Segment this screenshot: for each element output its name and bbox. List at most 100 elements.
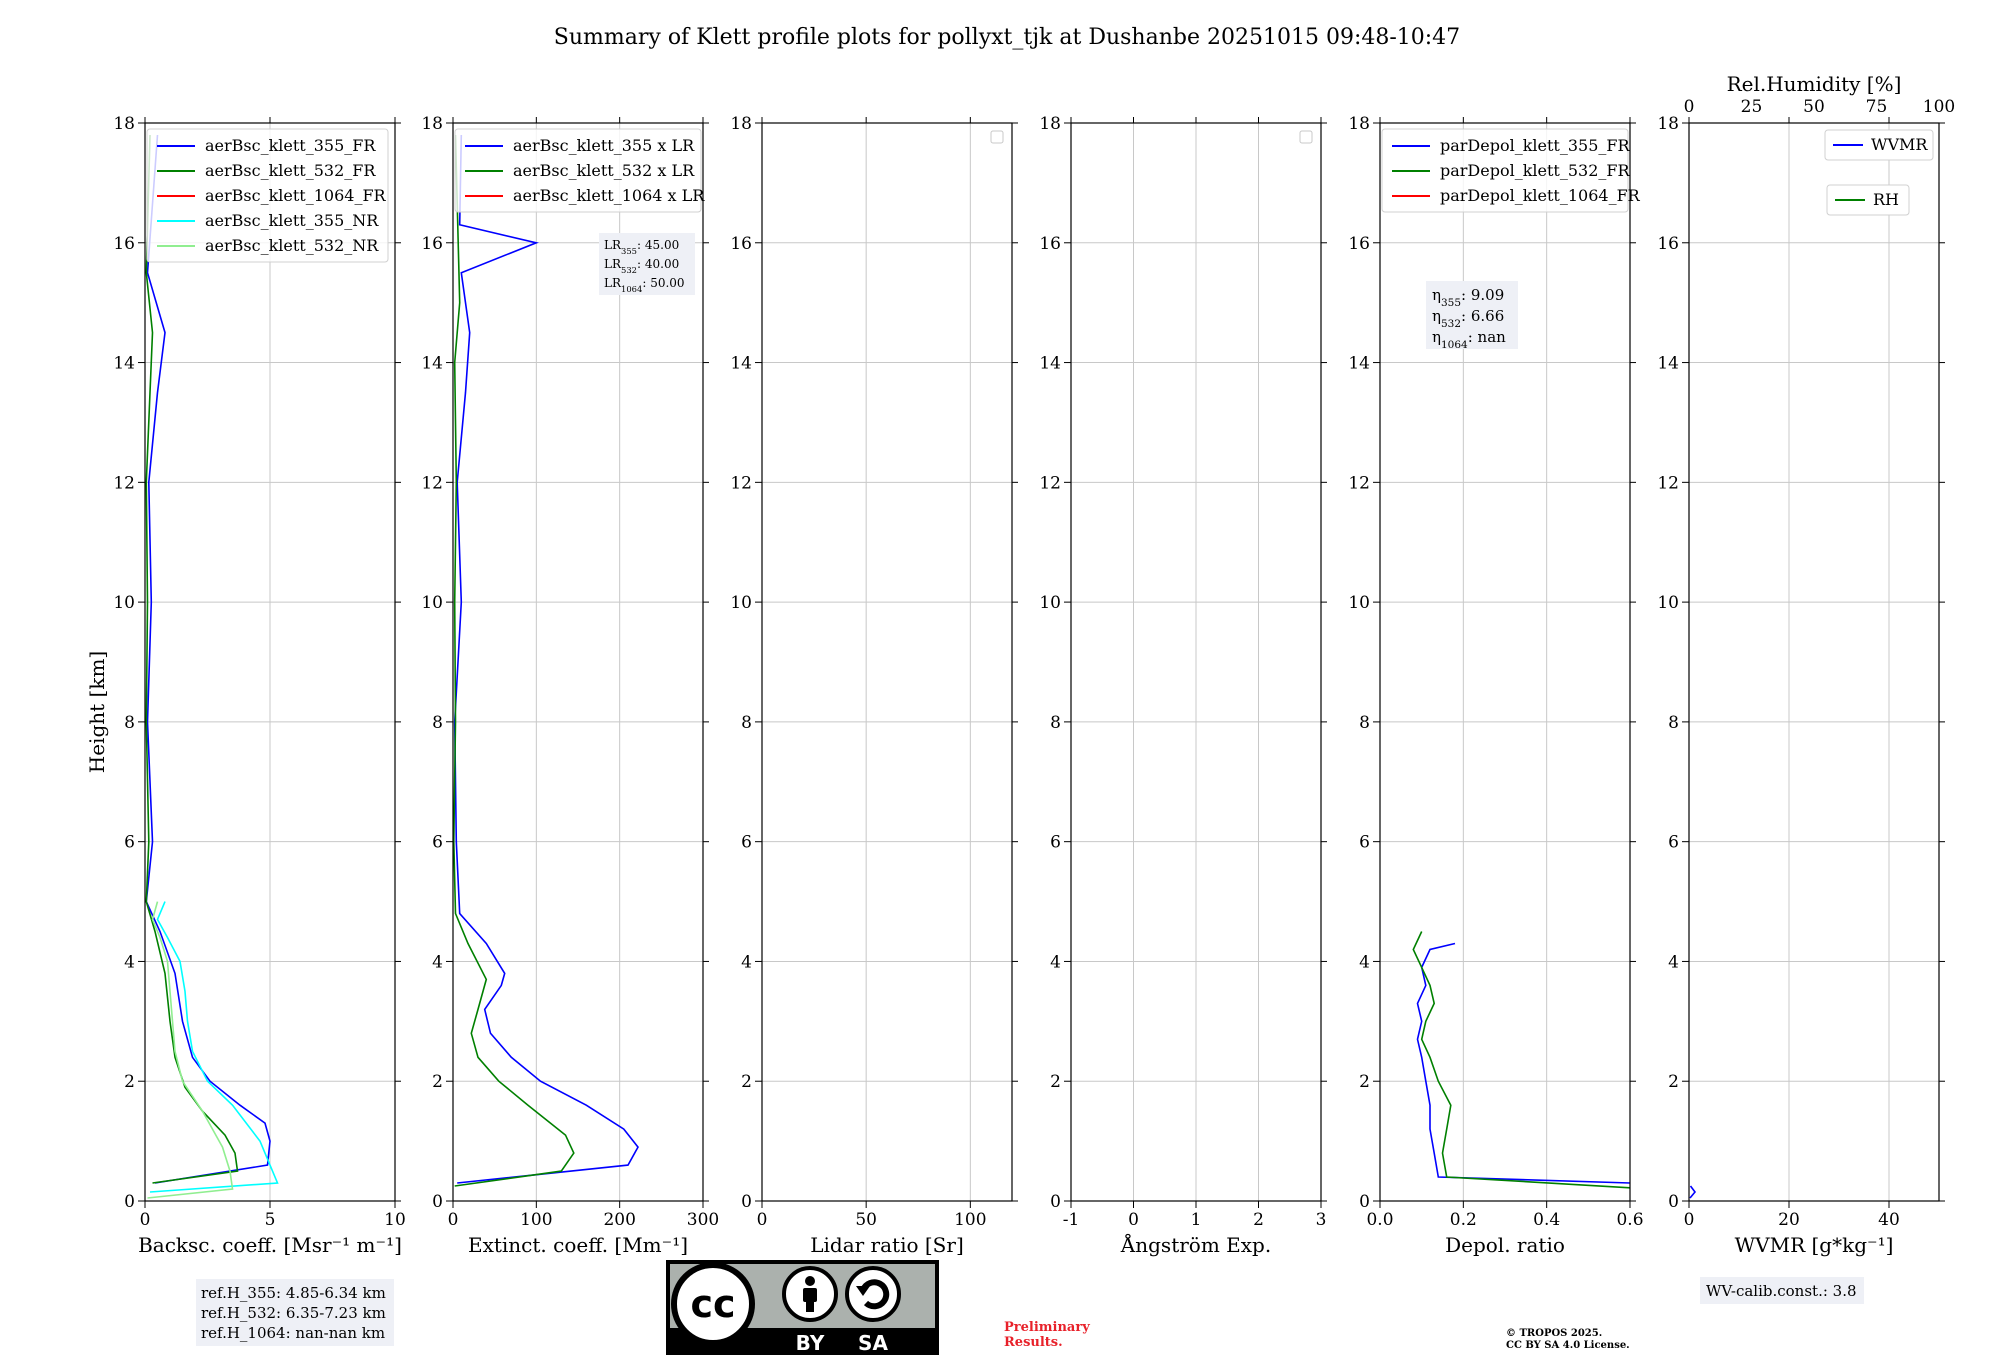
y-tick-label: 10 bbox=[730, 593, 752, 613]
y-tick-label: 16 bbox=[421, 234, 443, 254]
x-axis-label: Backsc. coeff. [Msr⁻¹ m⁻¹] bbox=[138, 1233, 402, 1257]
x-axis-label: Extinct. coeff. [Mm⁻¹] bbox=[468, 1233, 688, 1257]
x-tick-label: 300 bbox=[687, 1210, 719, 1230]
legend-box bbox=[454, 128, 702, 213]
axes-frame bbox=[1379, 122, 1631, 1202]
sa-label: SA bbox=[858, 1331, 888, 1355]
y-tick-label: 2 bbox=[1359, 1072, 1370, 1092]
legend-label: aerBsc_klett_355 x LR bbox=[513, 136, 695, 155]
x-axis-label: WVMR [g*kg⁻¹] bbox=[1735, 1233, 1894, 1257]
ref-height-1064: ref.H_1064: nan-nan km bbox=[201, 1324, 385, 1342]
cc-glyph: cc bbox=[690, 1282, 735, 1326]
legend-label: aerBsc_klett_532 x LR bbox=[513, 161, 695, 180]
panel-backscatter: 0 5 10 Backsc. coeff. [Msr⁻¹ m⁻¹] 0 2 4 6 8 10 12 1… bbox=[113, 114, 405, 1257]
x-tick-label: 200 bbox=[603, 1210, 635, 1230]
legend-label: aerBsc_klett_532_NR bbox=[205, 236, 379, 255]
x-axis-label: Lidar ratio [Sr] bbox=[810, 1233, 964, 1257]
x-tick-label: 5 bbox=[265, 1210, 276, 1230]
y-tick-label: 4 bbox=[1668, 952, 1679, 972]
y-tick-label: 14 bbox=[421, 354, 443, 374]
x-tick-label: 2 bbox=[1253, 1210, 1264, 1230]
x-tick-label: 0.4 bbox=[1533, 1210, 1560, 1230]
x-tick-label: 0 bbox=[1128, 1210, 1139, 1230]
y-tick-label: 6 bbox=[1359, 833, 1370, 853]
y-tick-label: 4 bbox=[1050, 952, 1061, 972]
x-tick-label: 3 bbox=[1316, 1210, 1327, 1230]
cc-license-logo: cc BY SA bbox=[666, 1260, 939, 1355]
y-tick-label: 2 bbox=[1668, 1072, 1679, 1092]
y-tick-label: 6 bbox=[124, 833, 135, 853]
y-tick-label: 18 bbox=[1039, 114, 1061, 134]
copyright-line-2: CC BY SA 4.0 License. bbox=[1506, 1340, 1630, 1351]
cc-icon bbox=[671, 1262, 755, 1346]
series-line-aerBsc_klett_355_FR bbox=[145, 134, 271, 1184]
x-axis-label: Ångström Exp. bbox=[1120, 1232, 1271, 1257]
series-line-aerBsc_klett_355_NR bbox=[149, 901, 279, 1193]
y-tick-label: 2 bbox=[432, 1072, 443, 1092]
y-tick-label: 2 bbox=[1050, 1072, 1061, 1092]
y-tick-label: 18 bbox=[113, 114, 135, 134]
legend-box bbox=[1824, 129, 1934, 161]
wv-calib-box: WV-calib.const.: 3.8 bbox=[1700, 1277, 1864, 1304]
axes-frame bbox=[1688, 122, 1940, 1202]
y-tick-label: 16 bbox=[1348, 234, 1370, 254]
y-tick-label: 12 bbox=[1657, 473, 1679, 493]
y-tick-label: 6 bbox=[432, 833, 443, 853]
eta-value: η1064: nan bbox=[1432, 328, 1506, 351]
by-label: BY bbox=[796, 1331, 825, 1355]
x-tick-label: 0.6 bbox=[1616, 1210, 1643, 1230]
legend-label: RH bbox=[1873, 190, 1899, 209]
y-tick-label: 8 bbox=[741, 713, 752, 733]
empty-legend-box bbox=[1299, 130, 1313, 144]
panel-lidar_ratio: 0 50 100 Lidar ratio [Sr] 0 2 4 6 8 10 12 14 16 18 bbox=[730, 114, 1018, 1257]
x-tick-label: -1 bbox=[1063, 1210, 1080, 1230]
legend-label: WVMR bbox=[1871, 135, 1928, 154]
top-x-axis-label: Rel.Humidity [%] bbox=[1727, 72, 1902, 96]
preliminary-label-1: Preliminary bbox=[1004, 1320, 1090, 1335]
y-tick-label: 2 bbox=[124, 1072, 135, 1092]
y-tick-label: 14 bbox=[1348, 354, 1370, 374]
preliminary-label-2: Results. bbox=[1004, 1335, 1063, 1350]
y-tick-label: 18 bbox=[421, 114, 443, 134]
sa-share-icon bbox=[845, 1266, 901, 1322]
y-tick-label: 8 bbox=[124, 713, 135, 733]
eta-box bbox=[1426, 281, 1518, 349]
y-tick-label: 18 bbox=[1657, 114, 1679, 134]
y-tick-label: 14 bbox=[113, 354, 135, 374]
y-tick-label: 10 bbox=[113, 593, 135, 613]
chart-title: Summary of Klett profile plots for polly… bbox=[554, 25, 1460, 50]
y-tick-label: 18 bbox=[730, 114, 752, 134]
legend-label: aerBsc_klett_1064 x LR bbox=[513, 186, 705, 205]
top-x-tick-label: 100 bbox=[1923, 97, 1955, 117]
x-tick-label: 0 bbox=[1684, 1210, 1695, 1230]
y-tick-label: 8 bbox=[432, 713, 443, 733]
eta-value: η532: 6.66 bbox=[1432, 307, 1504, 330]
x-tick-label: 40 bbox=[1878, 1210, 1900, 1230]
legend-box bbox=[1826, 184, 1910, 216]
x-tick-label: 20 bbox=[1778, 1210, 1800, 1230]
y-tick-label: 14 bbox=[1039, 354, 1061, 374]
y-tick-label: 10 bbox=[1657, 593, 1679, 613]
x-tick-label: 50 bbox=[855, 1210, 877, 1230]
legend-box bbox=[146, 128, 389, 263]
legend-label: parDepol_klett_1064_FR bbox=[1440, 186, 1641, 205]
ref-height-532: ref.H_532: 6.35-7.23 km bbox=[201, 1304, 386, 1322]
x-tick-label: 100 bbox=[520, 1210, 552, 1230]
legend-label: aerBsc_klett_355_FR bbox=[205, 136, 376, 155]
y-tick-label: 10 bbox=[421, 593, 443, 613]
wv-calib-text: WV-calib.const.: 3.8 bbox=[1706, 1282, 1857, 1300]
series-line-parDepol_klett_532_FR bbox=[1412, 931, 1631, 1189]
series-line-aerBsc_klett_532_NR bbox=[147, 901, 234, 1199]
series-line-aerBsc_klett_532 x LR bbox=[452, 134, 575, 1187]
y-tick-label: 4 bbox=[1359, 952, 1370, 972]
top-x-tick-label: 0 bbox=[1684, 97, 1695, 117]
y-tick-label: 6 bbox=[1668, 833, 1679, 853]
y-tick-label: 12 bbox=[730, 473, 752, 493]
series-line-aerBsc_klett_532_FR bbox=[145, 134, 239, 1184]
y-tick-label: 2 bbox=[741, 1072, 752, 1092]
y-tick-label: 6 bbox=[1050, 833, 1061, 853]
legend-label: parDepol_klett_532_FR bbox=[1440, 161, 1631, 180]
y-tick-label: 0 bbox=[1359, 1192, 1370, 1212]
